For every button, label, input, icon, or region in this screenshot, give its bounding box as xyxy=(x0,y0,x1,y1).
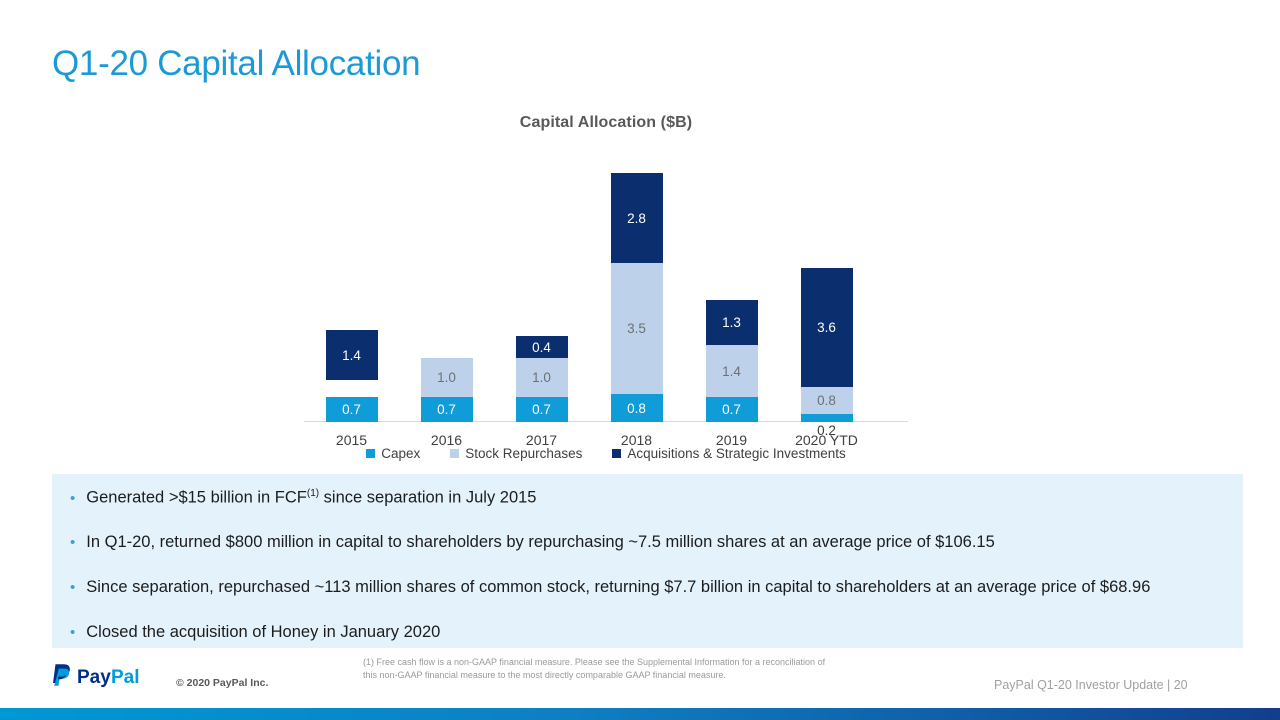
legend-label: Acquisitions & Strategic Investments xyxy=(627,446,846,461)
x-tick-label: 2015 xyxy=(335,432,368,448)
bullet-marker-icon: • xyxy=(70,534,76,551)
x-tick-label: 2020 YTD xyxy=(795,432,858,448)
bar-group-2018[interactable]: 2.8 3.5 0.8 2018 xyxy=(589,160,684,448)
x-axis-line xyxy=(304,421,908,422)
bar-segment-acquisitions: 2.8 xyxy=(610,173,663,263)
chart-plot-area: 1.4 0.7 2015 1.0 0.7 2016 0.4 1.0 0.7 20… xyxy=(304,160,908,448)
bar-group-2015[interactable]: 1.4 0.7 2015 xyxy=(304,160,399,448)
bar-group-2019[interactable]: 1.3 1.4 0.7 2019 xyxy=(684,160,779,448)
bar-segment-capex: 0.7 xyxy=(325,397,378,422)
bullet-text: Closed the acquisition of Honey in Janua… xyxy=(86,623,441,641)
bar-segment-acquisitions: 3.6 xyxy=(800,268,853,387)
bar-segment-stock-repurchases: 3.5 xyxy=(610,263,663,394)
bar-group-2020-ytd[interactable]: 3.6 0.8 0.2 2020 YTD xyxy=(779,160,874,448)
svg-text:Pal: Pal xyxy=(111,667,140,688)
bar-segment-capex: 0.7 xyxy=(515,397,568,422)
legend-item-acquisitions[interactable]: Acquisitions & Strategic Investments xyxy=(612,446,846,461)
legend-label: Capex xyxy=(381,446,421,461)
highlights-panel: • Generated >$15 billion in FCF(1) since… xyxy=(52,474,1243,648)
footnote-text: (1) Free cash flow is a non-GAAP financi… xyxy=(363,657,826,681)
bar-segment-capex-label: 0.2 xyxy=(817,423,836,438)
bullet-item: • In Q1-20, returned $800 million in cap… xyxy=(70,533,995,552)
legend-swatch-icon xyxy=(366,449,376,458)
legend-swatch-icon xyxy=(612,449,622,458)
bullet-text: Generated >$15 billion in FCF(1) since s… xyxy=(86,488,537,507)
bar-group-2017[interactable]: 0.4 1.0 0.7 2017 xyxy=(494,160,589,448)
bar-segment-stock-repurchases: 1.4 xyxy=(705,345,758,397)
legend-label: Stock Repurchases xyxy=(465,446,583,461)
x-tick-label: 2018 xyxy=(620,432,653,448)
chart-title: Capital Allocation ($B) xyxy=(519,114,693,131)
bar-segment-stock-repurchases: 1.0 xyxy=(515,358,568,397)
bar-segment-acquisitions: 1.3 xyxy=(705,300,758,345)
bullet-marker-icon: • xyxy=(70,624,76,641)
x-tick-label: 2019 xyxy=(715,432,748,448)
legend-item-capex[interactable]: Capex xyxy=(366,446,420,461)
bullet-text: In Q1-20, returned $800 million in capit… xyxy=(86,533,995,551)
bullet-item: • Generated >$15 billion in FCF(1) since… xyxy=(70,488,536,508)
bar-segment-capex: 0.7 xyxy=(705,397,758,422)
x-tick-label: 2016 xyxy=(430,432,463,448)
chart-legend: Capex Stock Repurchases Acquisitions & S… xyxy=(296,446,916,461)
bottom-accent-bar xyxy=(0,708,1280,720)
bar-segment-stock-repurchases: 0.8 xyxy=(800,387,853,414)
bar-group-2016[interactable]: 1.0 0.7 2016 xyxy=(399,160,494,448)
bar-segment-acquisitions: 1.4 xyxy=(325,330,378,380)
bullet-item: • Closed the acquisition of Honey in Jan… xyxy=(70,623,440,642)
bullet-marker-icon: • xyxy=(70,489,76,507)
copyright-text: © 2020 PayPal Inc. xyxy=(176,677,269,689)
bar-segment-capex: 0.8 xyxy=(610,394,663,422)
bullet-item: • Since separation, repurchased ~113 mil… xyxy=(70,578,1150,597)
capital-allocation-chart: Capital Allocation ($B) 1.4 0.7 2015 1.0… xyxy=(296,112,916,472)
legend-item-stock-repurchases[interactable]: Stock Repurchases xyxy=(450,446,582,461)
x-tick-label: 2017 xyxy=(525,432,558,448)
paypal-logo: Pay Pal xyxy=(50,662,162,690)
page-title: Q1-20 Capital Allocation xyxy=(52,44,421,83)
legend-swatch-icon xyxy=(450,449,460,458)
bar-segment-capex xyxy=(800,414,853,422)
bar-segment-acquisitions: 0.4 xyxy=(515,336,568,358)
svg-text:Pay: Pay xyxy=(77,667,111,688)
bullet-text: Since separation, repurchased ~113 milli… xyxy=(86,578,1151,596)
bullet-marker-icon: • xyxy=(70,579,76,596)
bar-segment-capex: 0.7 xyxy=(420,397,473,422)
footnote-reference: (1) xyxy=(306,488,320,499)
bar-segment-stock-repurchases: 1.0 xyxy=(420,358,473,397)
page-footer-label: PayPal Q1-20 Investor Update | 20 xyxy=(994,678,1188,692)
